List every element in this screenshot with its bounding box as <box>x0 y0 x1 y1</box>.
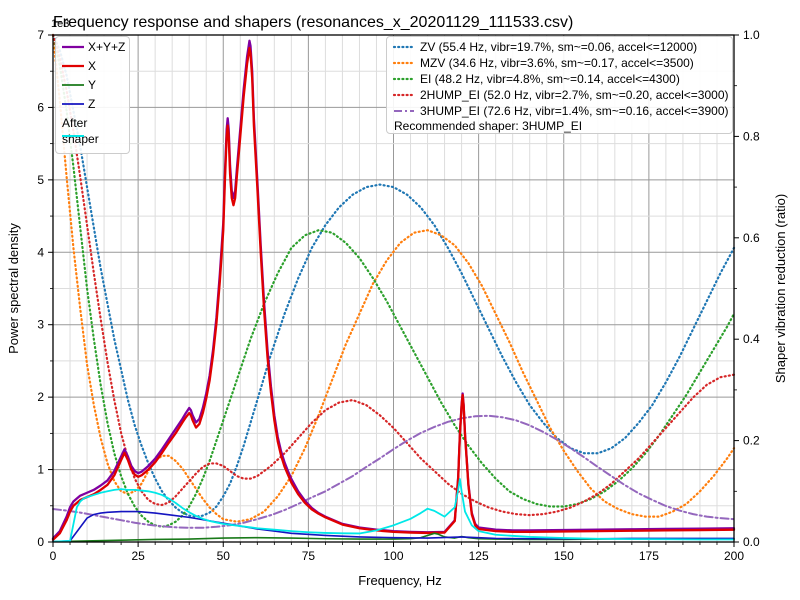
svg-text:Recommended shaper: 3HUMP_EI: Recommended shaper: 3HUMP_EI <box>394 119 582 133</box>
svg-text:EI (48.2 Hz, vibr=4.8%, sm~=0.: EI (48.2 Hz, vibr=4.8%, sm~=0.14, accel<… <box>420 72 680 86</box>
svg-text:MZV (34.6 Hz, vibr=3.6%, sm~=0: MZV (34.6 Hz, vibr=3.6%, sm~=0.17, accel… <box>420 56 694 70</box>
svg-text:2HUMP_EI (52.0 Hz, vibr=2.7%,: 2HUMP_EI (52.0 Hz, vibr=2.7%, sm~=0.20, … <box>420 88 729 102</box>
svg-text:ZV (55.4 Hz, vibr=19.7%, sm~=0: ZV (55.4 Hz, vibr=19.7%, sm~=0.06, accel… <box>420 40 697 54</box>
svg-text:3HUMP_EI (72.6 Hz, vibr=1.4%,: 3HUMP_EI (72.6 Hz, vibr=1.4%, sm~=0.16, … <box>420 104 729 118</box>
